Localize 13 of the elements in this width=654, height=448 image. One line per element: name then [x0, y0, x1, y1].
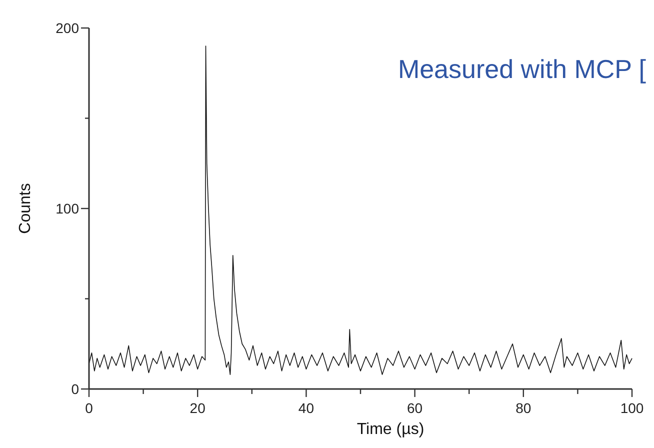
- y-tick-label: 200: [56, 20, 80, 36]
- y-axis-title: Counts: [17, 183, 34, 234]
- x-tick-label: 100: [620, 400, 644, 416]
- x-axis-title: Time (µs): [356, 421, 424, 438]
- line-series: [88, 46, 632, 375]
- x-tick-label: 60: [407, 400, 423, 416]
- x-tick-label: 0: [85, 400, 94, 416]
- y-tick-label: 0: [71, 380, 80, 397]
- x-tick-label: 20: [190, 400, 206, 416]
- x-tick-label: 40: [298, 400, 314, 416]
- x-tick-label: 80: [516, 400, 532, 416]
- annotation: Measured with MCP [: [398, 54, 647, 84]
- y-tick-label: 100: [56, 200, 80, 216]
